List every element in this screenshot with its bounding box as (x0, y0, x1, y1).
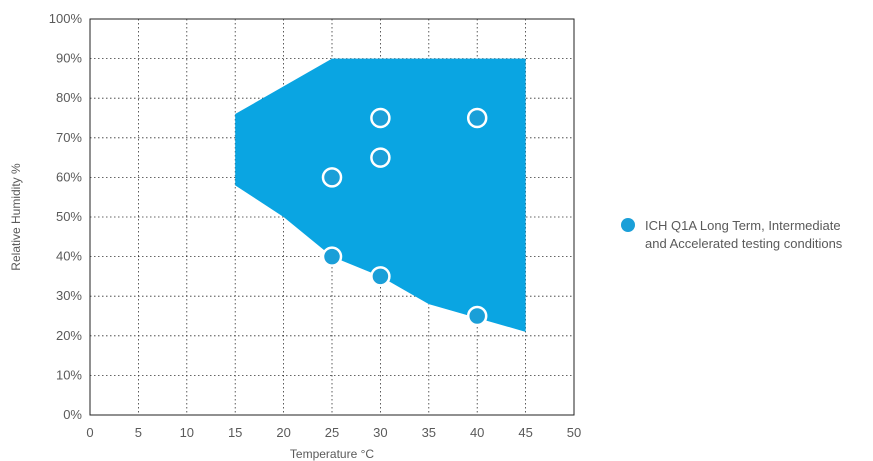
y-tick-label: 0% (63, 407, 82, 422)
x-tick-label: 20 (276, 425, 290, 440)
y-tick-label: 40% (56, 249, 82, 264)
plot-frame (89, 18, 575, 416)
legend-marker (621, 218, 635, 232)
y-tick-label: 90% (56, 51, 82, 66)
x-tick-label: 45 (518, 425, 532, 440)
x-tick-label: 30 (373, 425, 387, 440)
y-tick-label: 50% (56, 209, 82, 224)
legend: ICH Q1A Long Term, Intermediate and Acce… (621, 218, 843, 251)
x-tick-label: 15 (228, 425, 242, 440)
y-tick-label: 60% (56, 169, 82, 184)
legend-label-line-1: ICH Q1A Long Term, Intermediate (645, 218, 841, 233)
x-tick-label: 5 (135, 425, 142, 440)
y-tick-label: 10% (56, 367, 82, 382)
y-tick-label: 20% (56, 328, 82, 343)
y-tick-label: 30% (56, 288, 82, 303)
x-tick-label: 25 (325, 425, 339, 440)
x-tick-label: 40 (470, 425, 484, 440)
x-tick-label: 35 (422, 425, 436, 440)
data-points (321, 107, 488, 327)
y-tick-label: 70% (56, 130, 82, 145)
data-point (370, 147, 391, 168)
x-tick-label: 50 (567, 425, 581, 440)
data-point (370, 107, 391, 129)
data-point (321, 167, 343, 188)
testing-region (235, 58, 526, 332)
data-point (466, 305, 488, 327)
y-tick-label: 100% (49, 11, 83, 26)
x-tick-label: 10 (180, 425, 194, 440)
y-tick-label: 80% (56, 90, 82, 105)
grid-lines (90, 19, 574, 415)
data-point (466, 107, 488, 129)
x-axis-ticks: 0 5 10 15 20 25 30 35 40 45 50 (86, 425, 581, 440)
y-axis-label: Relative Humidity % (9, 163, 23, 271)
data-point (370, 266, 391, 287)
x-axis-label: Temperature °C (290, 447, 374, 461)
y-axis-ticks: 0% 10% 20% 30% 40% 50% 60% 70% 80% 90% 100% (49, 11, 83, 422)
x-tick-label: 0 (86, 425, 93, 440)
data-point (321, 246, 343, 267)
legend-label-line-2: and Accelerated testing conditions (645, 236, 843, 251)
